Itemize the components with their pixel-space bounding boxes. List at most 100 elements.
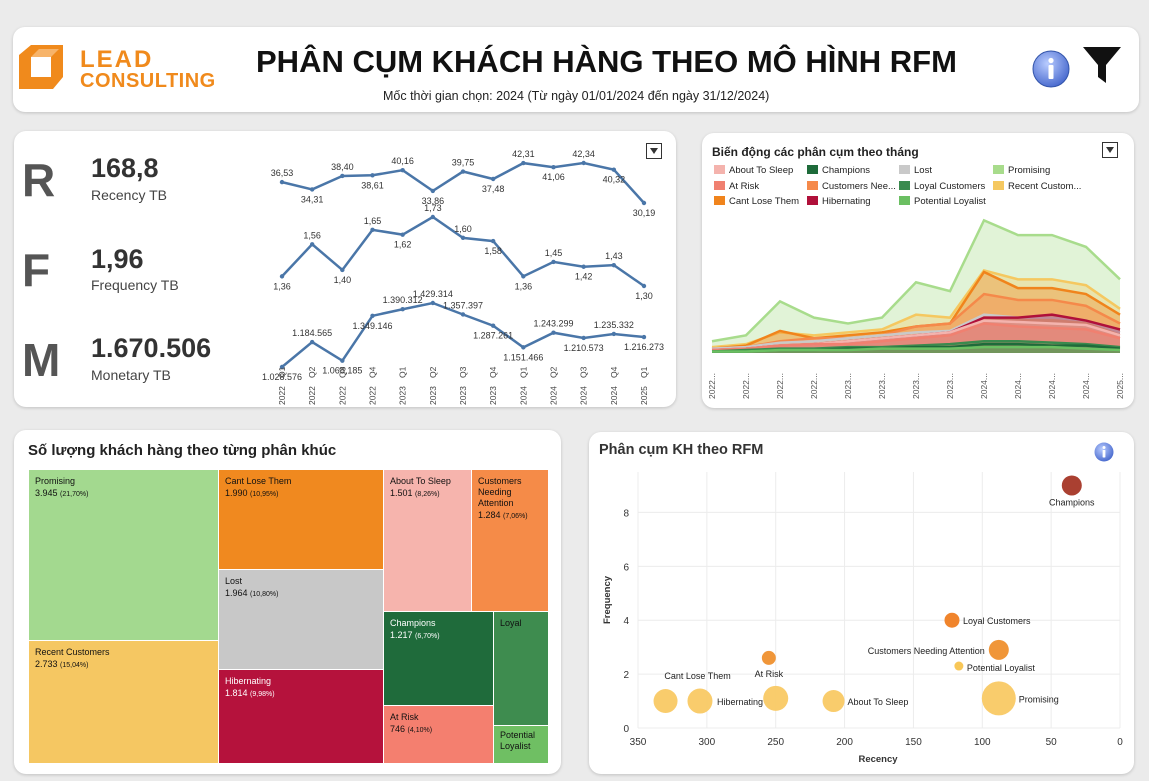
- frequency-point[interactable]: [370, 227, 375, 233]
- legend-item-1[interactable]: Champions: [807, 165, 870, 176]
- monetary-point[interactable]: [460, 312, 466, 317]
- scatter-bubble[interactable]: [822, 690, 845, 713]
- monetary-point[interactable]: [490, 323, 496, 328]
- scatter-bubble[interactable]: [988, 639, 1009, 660]
- frequency-point[interactable]: [521, 274, 526, 279]
- scatter-bubble[interactable]: [653, 689, 678, 714]
- treemap-cell[interactable]: Customers Needing Attention 1.284 (7,06%): [472, 470, 549, 612]
- monetary-point[interactable]: [400, 307, 405, 312]
- treemap-cell-count: 2.733: [35, 659, 61, 669]
- recency-point[interactable]: [641, 200, 647, 206]
- treemap-cell[interactable]: Loyal: [494, 612, 549, 726]
- scatter-title: Phân cụm KH theo RFM: [599, 442, 764, 458]
- filter-icon[interactable]: [1082, 45, 1122, 87]
- legend-item-3[interactable]: Promising: [993, 165, 1050, 176]
- scatter-bubble[interactable]: [944, 612, 960, 628]
- treemap-cell[interactable]: Recent Customers 2.733 (15,04%): [29, 641, 219, 764]
- frequency-data-label: 1,43: [605, 251, 623, 261]
- monetary-data-label: 1.028.576: [262, 372, 302, 382]
- treemap-cell[interactable]: Promising 3.945 (21,70%): [29, 470, 219, 641]
- scatter-x-tick-label: 350: [630, 737, 647, 748]
- trend-line[interactable]: [711, 292, 1121, 350]
- trend-line[interactable]: [712, 345, 1121, 353]
- legend-item-4[interactable]: At Risk: [714, 180, 759, 192]
- monetary-point[interactable]: [641, 334, 647, 340]
- recency-data-label: 37,48: [482, 184, 505, 194]
- frequency-point[interactable]: [309, 242, 315, 247]
- recency-point[interactable]: [430, 188, 436, 194]
- legend-item-2[interactable]: Lost: [899, 165, 932, 176]
- trend-line[interactable]: [711, 269, 1121, 349]
- recency-point[interactable]: [460, 169, 466, 174]
- treemap-cell[interactable]: Cant Lose Them 1.990 (10,95%): [219, 470, 384, 570]
- treemap-cell[interactable]: About To Sleep 1.501 (8,26%): [384, 470, 472, 612]
- recency-point[interactable]: [581, 160, 586, 166]
- recency-point[interactable]: [309, 187, 315, 192]
- legend-swatch: [899, 196, 910, 205]
- frequency-point[interactable]: [641, 283, 647, 289]
- kpi-x-tick-label: 2023 Q3: [458, 366, 468, 405]
- legend-item-10[interactable]: Potential Loyalist: [899, 196, 986, 207]
- frequency-point[interactable]: [551, 259, 556, 265]
- monetary-point[interactable]: [611, 331, 617, 337]
- recency-point[interactable]: [551, 165, 556, 170]
- monetary-point[interactable]: [279, 364, 285, 370]
- legend-item-0[interactable]: About To Sleep: [714, 165, 793, 176]
- frequency-point[interactable]: [400, 232, 405, 237]
- monetary-data-label: 1.235.332: [594, 320, 634, 330]
- legend-swatch: [899, 165, 910, 174]
- treemap-cell[interactable]: At Risk 746 (4,10%): [384, 706, 494, 764]
- monetary-point[interactable]: [521, 345, 526, 350]
- trend-line[interactable]: [711, 322, 1121, 352]
- frequency-data-label: 1,36: [273, 281, 291, 291]
- monetary-point[interactable]: [581, 335, 586, 341]
- trend-line[interactable]: [711, 313, 1121, 350]
- kpi-letter-r: R: [22, 154, 56, 206]
- kpi-dropdown-button[interactable]: [646, 143, 662, 159]
- legend-item-8[interactable]: Cant Lose Them: [714, 196, 799, 207]
- recency-point[interactable]: [611, 167, 617, 172]
- frequency-point[interactable]: [279, 274, 285, 279]
- frequency-point[interactable]: [581, 264, 586, 269]
- frequency-point[interactable]: [340, 267, 345, 273]
- info-icon[interactable]: [1032, 50, 1070, 88]
- trend-x-tick-label: 2022...: [741, 373, 751, 399]
- recency-point[interactable]: [279, 179, 285, 185]
- frequency-data-label: 1,73: [424, 203, 442, 213]
- legend-item-9[interactable]: Hibernating: [807, 196, 871, 207]
- legend-item-5[interactable]: Customers Nee...: [807, 180, 896, 192]
- recency-point[interactable]: [370, 173, 375, 178]
- scatter-bubble[interactable]: [954, 661, 964, 671]
- frequency-point[interactable]: [611, 262, 617, 268]
- frequency-point[interactable]: [490, 238, 496, 244]
- recency-point[interactable]: [400, 167, 405, 173]
- legend-item-6[interactable]: Loyal Customers: [899, 180, 985, 192]
- legend-item-7[interactable]: Recent Custom...: [993, 180, 1081, 192]
- treemap-cell[interactable]: Potential Loyalist: [494, 726, 549, 764]
- treemap-cell[interactable]: Hibernating 1.814 (9,98%): [219, 670, 384, 764]
- trend-line[interactable]: [711, 218, 1121, 343]
- monetary-point[interactable]: [309, 339, 315, 345]
- recency-point[interactable]: [490, 176, 496, 182]
- trend-line[interactable]: [711, 339, 1121, 353]
- recency-point[interactable]: [340, 173, 345, 179]
- recency-point[interactable]: [521, 160, 526, 166]
- scatter-bubble[interactable]: [981, 681, 1016, 716]
- frequency-point[interactable]: [460, 235, 466, 241]
- frequency-point[interactable]: [430, 214, 436, 220]
- scatter-bubble[interactable]: [763, 685, 789, 711]
- treemap-cell[interactable]: Lost 1.964 (10,80%): [219, 570, 384, 670]
- scatter-info-icon[interactable]: [1094, 442, 1114, 462]
- trend-dropdown-button[interactable]: [1102, 142, 1118, 158]
- trend-x-tick-label: 2024...: [1047, 373, 1057, 399]
- scatter-bubble[interactable]: [761, 650, 776, 665]
- scatter-bubble[interactable]: [1061, 475, 1082, 496]
- treemap-cell[interactable]: Champions 1.217 (6,70%): [384, 612, 494, 706]
- monetary-data-label: 1.243.299: [533, 319, 573, 329]
- monetary-point[interactable]: [340, 358, 345, 363]
- monetary-point[interactable]: [370, 313, 375, 319]
- monetary-point[interactable]: [551, 330, 556, 335]
- subtitle-range: (Từ ngày 01/01/2024 đến ngày 31/12/2024): [527, 89, 770, 103]
- scatter-bubble[interactable]: [687, 688, 713, 714]
- monetary-point[interactable]: [430, 300, 436, 306]
